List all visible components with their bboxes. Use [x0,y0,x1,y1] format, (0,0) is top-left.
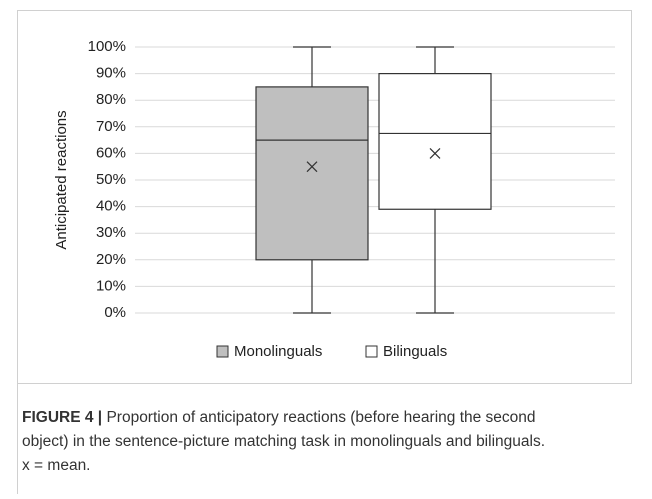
y-tick-label: 70% [96,118,126,135]
caption-label: FIGURE 4 | [22,409,102,426]
caption-line: object) in the sentence-picture matching… [22,433,545,450]
caption-text: Proportion of anticipatory reactions (be… [102,409,535,426]
mean-marker [429,147,441,159]
y-tick-label: 30% [96,224,126,241]
y-tick-label: 10% [96,277,126,294]
y-tick-label: 0% [104,304,126,321]
mean-stroke [306,161,318,173]
mean-marker [306,161,318,173]
box [255,86,369,261]
y-tick-label: 80% [96,91,126,108]
y-tick-label: 60% [96,144,126,161]
legend-label: Monolinguals [234,343,322,360]
y-tick-label: 100% [88,38,126,55]
box [378,72,492,210]
mean-stroke [429,147,441,159]
y-axis-label: Anticipated reactions [53,110,70,249]
caption-line: FIGURE 4 | Proportion of anticipatory re… [22,409,536,426]
y-tick-label: 90% [96,65,126,82]
y-tick-label: 20% [96,251,126,268]
legend-label: Bilinguals [383,343,447,360]
legend-swatch [216,345,229,358]
y-tick-label: 50% [96,171,126,188]
caption-line: x = mean. [22,457,91,474]
y-tick-label: 40% [96,198,126,215]
legend-swatch [365,345,378,358]
